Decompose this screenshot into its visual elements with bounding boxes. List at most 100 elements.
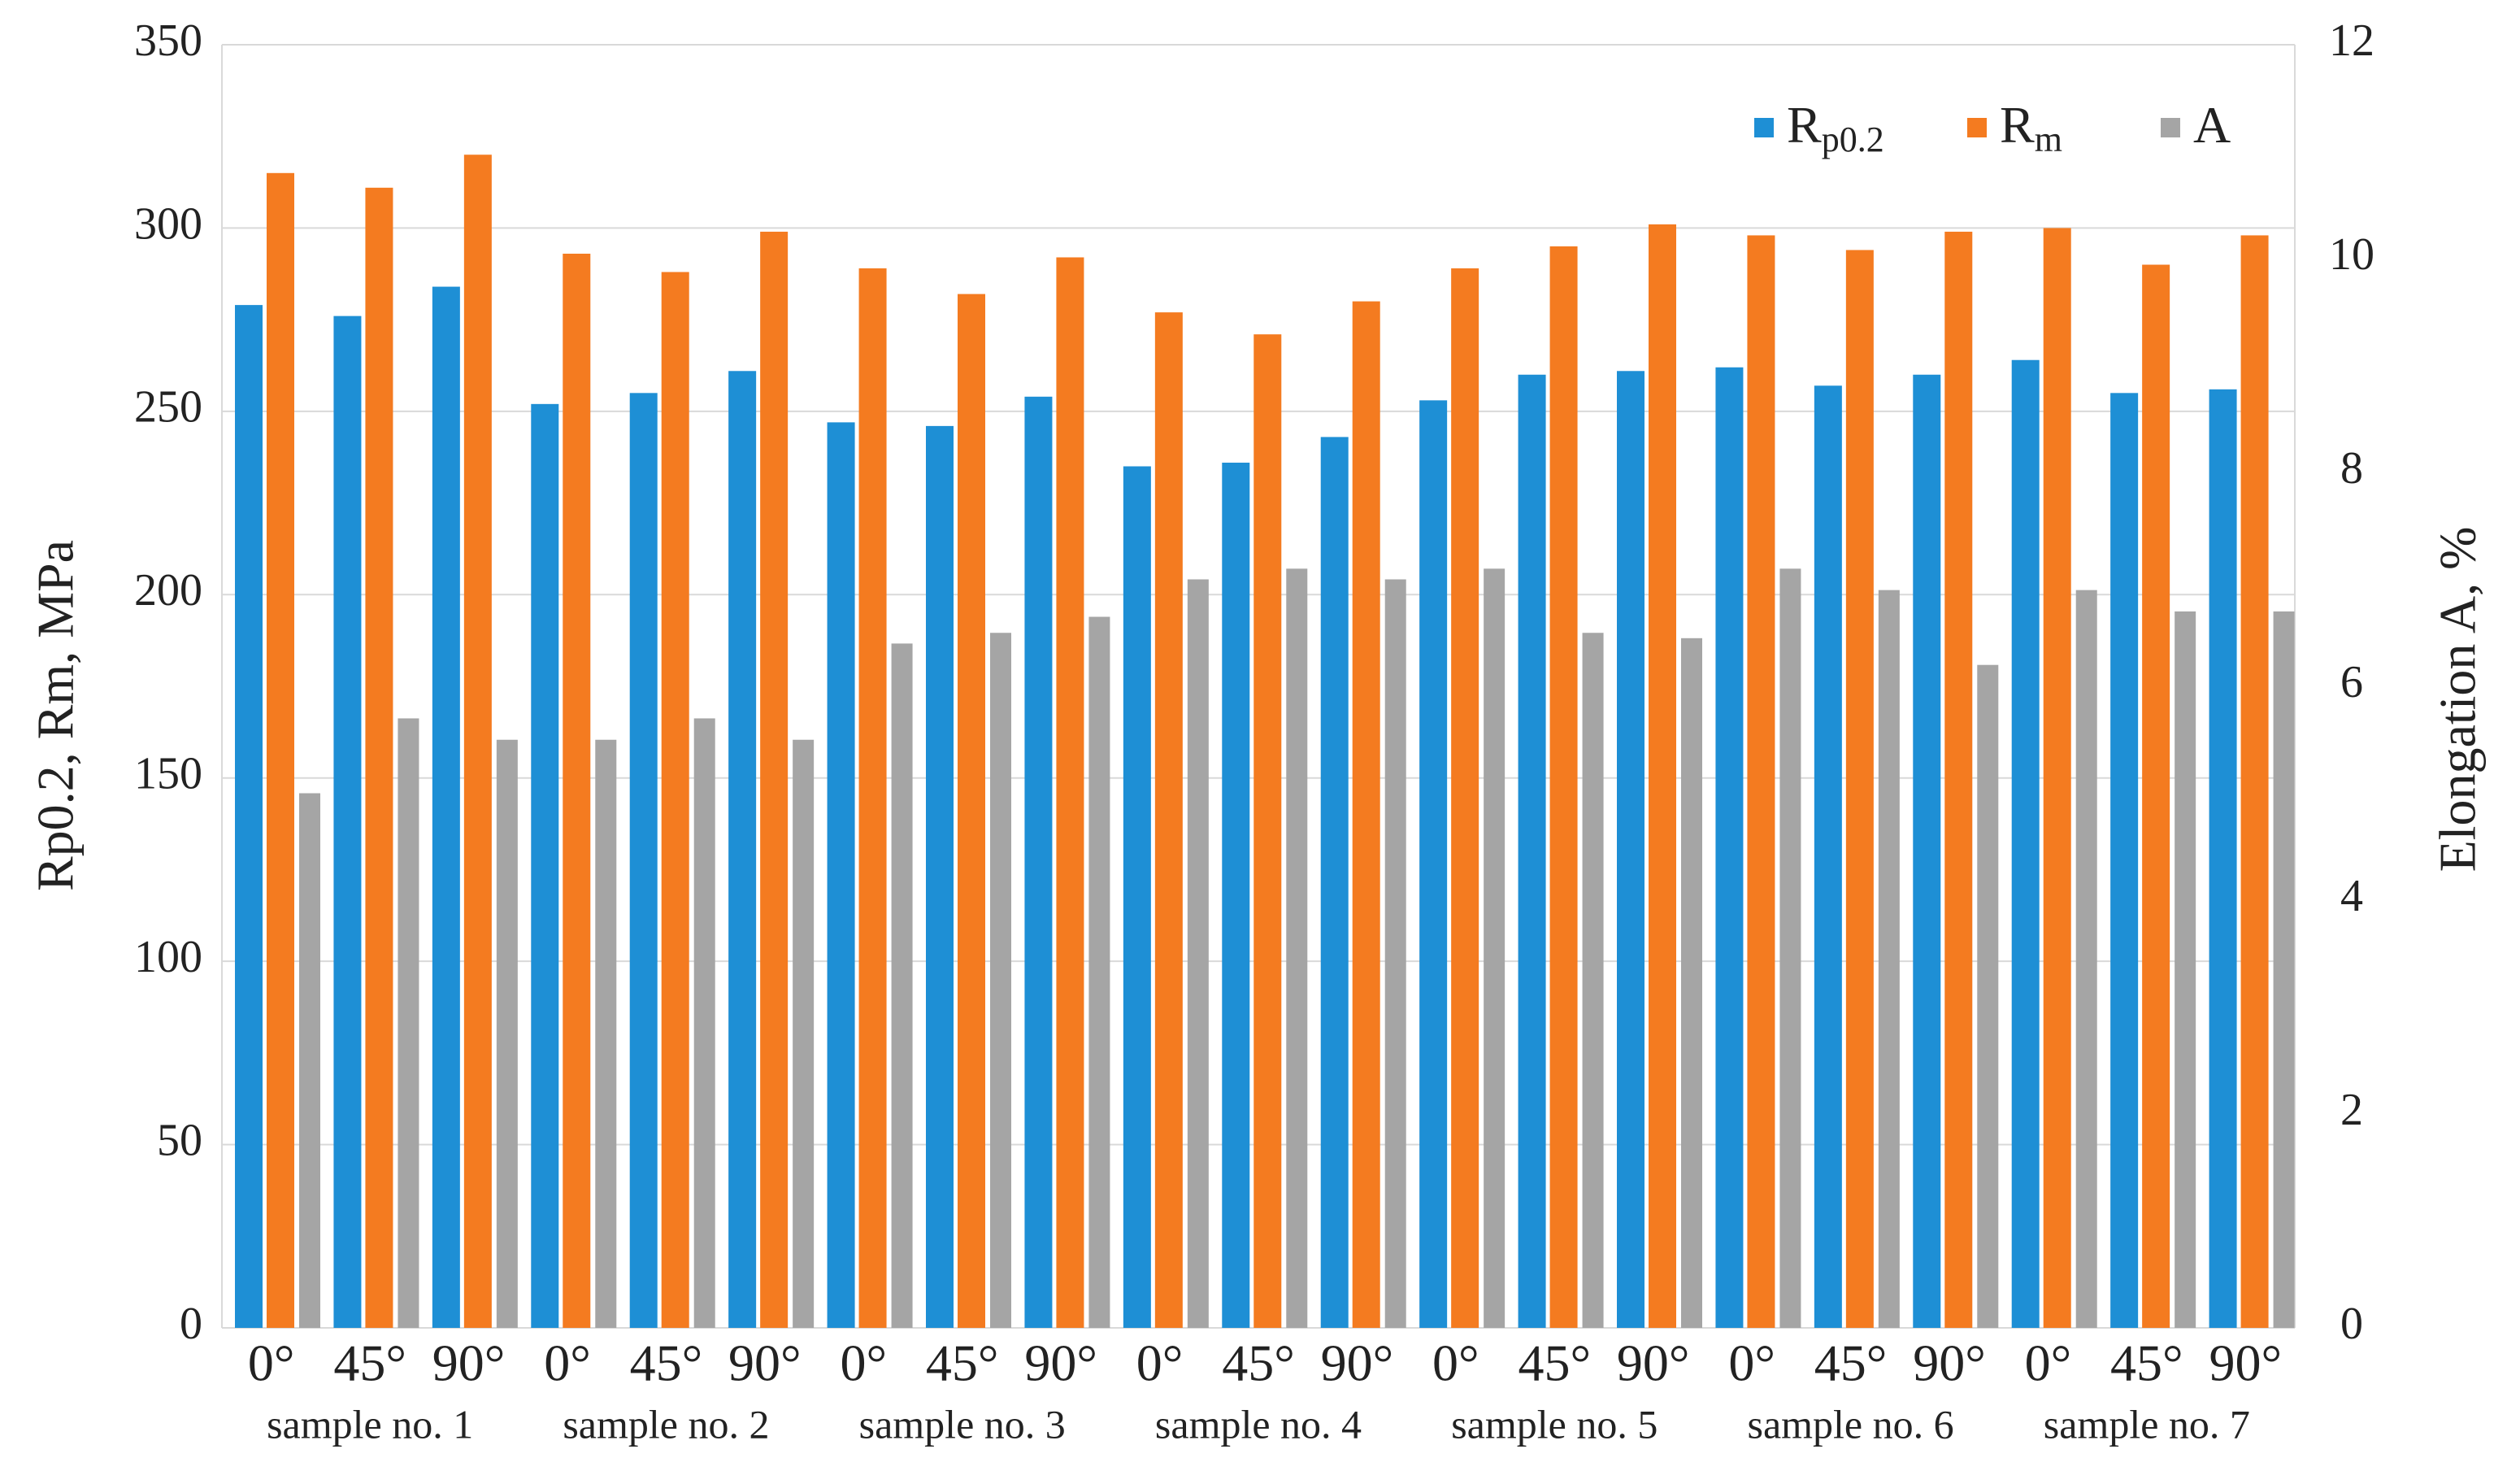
bar	[629, 393, 658, 1328]
bar	[1419, 400, 1448, 1328]
y2-tick-label: 2	[2340, 1085, 2363, 1135]
bar	[1320, 437, 1349, 1328]
bar	[1977, 664, 1999, 1328]
x-tick-label: 0°	[2025, 1334, 2072, 1392]
bar	[661, 272, 689, 1328]
bar	[463, 154, 492, 1329]
x-tick-label: 0°	[1432, 1334, 1479, 1392]
group-label: sample no. 7	[2044, 1401, 2250, 1447]
legend-swatch	[2161, 118, 2180, 137]
x-tick-label: 90°	[1024, 1334, 1097, 1392]
bar	[1549, 246, 1578, 1328]
y-tick-label: 0	[180, 1299, 202, 1349]
legend-label-main: R	[2000, 96, 2035, 154]
group-label: sample no. 3	[859, 1401, 1066, 1447]
bar	[1814, 385, 1842, 1329]
bar	[1913, 374, 1941, 1328]
bar	[1878, 590, 1900, 1328]
bar	[1352, 301, 1380, 1329]
bar	[1222, 462, 1250, 1328]
bar	[2175, 611, 2196, 1328]
x-tick-label: 0°	[1728, 1334, 1775, 1392]
y2-tick-label: 12	[2329, 15, 2374, 66]
bar	[1484, 568, 1505, 1328]
bar	[1518, 374, 1546, 1328]
bar	[926, 425, 954, 1329]
x-tick-label: 45°	[333, 1334, 406, 1392]
bar	[563, 253, 591, 1329]
bar	[858, 268, 887, 1329]
bar	[267, 172, 294, 1328]
y-tick-label: 50	[157, 1115, 202, 1165]
x-tick-label: 45°	[926, 1334, 999, 1392]
bar	[693, 718, 715, 1328]
bar	[760, 231, 789, 1328]
bar	[432, 286, 460, 1329]
legend-swatch	[1967, 118, 1987, 137]
bar	[728, 371, 757, 1329]
legend-label-sub: m	[2035, 120, 2062, 159]
bar	[1681, 638, 1702, 1328]
legend-label-main: A	[2193, 96, 2231, 154]
bar	[1286, 568, 1308, 1328]
bar	[827, 422, 855, 1329]
bar	[1582, 633, 1604, 1328]
bar	[1056, 257, 1084, 1329]
y-tick-label: 200	[134, 565, 202, 616]
bar	[1123, 466, 1151, 1328]
x-tick-label: 0°	[840, 1334, 887, 1392]
bar	[1944, 231, 1973, 1328]
bar	[2110, 393, 2139, 1328]
bar	[1451, 268, 1479, 1329]
legend-label: Rm	[2000, 96, 2062, 159]
y-tick-label: 300	[134, 198, 202, 249]
group-label: sample no. 1	[267, 1401, 473, 1447]
bar	[1617, 371, 1645, 1329]
bar	[365, 187, 393, 1329]
x-tick-label: 45°	[1814, 1334, 1888, 1392]
bar	[891, 643, 913, 1328]
bar	[333, 316, 362, 1328]
y-tick-label: 100	[134, 932, 202, 982]
bar	[2043, 228, 2071, 1328]
x-tick-label: 45°	[1518, 1334, 1591, 1392]
bar	[990, 633, 1011, 1328]
y2-tick-label: 6	[2340, 657, 2363, 707]
bar	[2011, 359, 2040, 1328]
legend-label: A	[2193, 96, 2231, 154]
x-tick-label: 90°	[432, 1334, 506, 1392]
bar	[1384, 579, 1406, 1328]
bar	[2209, 389, 2237, 1329]
y2-axis-label: Elongation A, %	[2429, 527, 2487, 873]
bar	[2240, 235, 2269, 1329]
legend-label-main: R	[1787, 96, 1822, 154]
bar	[299, 793, 320, 1328]
y-tick-label: 250	[134, 382, 202, 433]
bar	[1154, 312, 1183, 1328]
bar	[1747, 235, 1775, 1329]
group-label: sample no. 5	[1451, 1401, 1658, 1447]
bar	[1779, 568, 1801, 1328]
x-tick-label: 90°	[2209, 1334, 2282, 1392]
bar	[1715, 367, 1744, 1328]
group-label: sample no. 6	[1748, 1401, 1954, 1447]
x-tick-label: 90°	[728, 1334, 802, 1392]
x-tick-label: 0°	[1136, 1334, 1184, 1392]
bar	[1187, 579, 1209, 1328]
bar	[2142, 264, 2170, 1328]
bar	[793, 739, 815, 1328]
bar	[1253, 334, 1282, 1329]
group-label: sample no. 4	[1155, 1401, 1362, 1447]
y2-tick-label: 4	[2340, 871, 2363, 921]
bar	[398, 718, 419, 1328]
bar	[1845, 250, 1874, 1329]
bar	[2075, 590, 2097, 1328]
x-tick-label: 90°	[1617, 1334, 1690, 1392]
y2-tick-label: 10	[2329, 229, 2374, 280]
y-tick-label: 150	[134, 749, 202, 799]
bar	[235, 305, 263, 1328]
y-axis-label: Rp0.2, Rm, MPa	[27, 540, 85, 891]
legend-label-sub: p0.2	[1822, 120, 1884, 159]
y-tick-label: 350	[134, 15, 202, 66]
